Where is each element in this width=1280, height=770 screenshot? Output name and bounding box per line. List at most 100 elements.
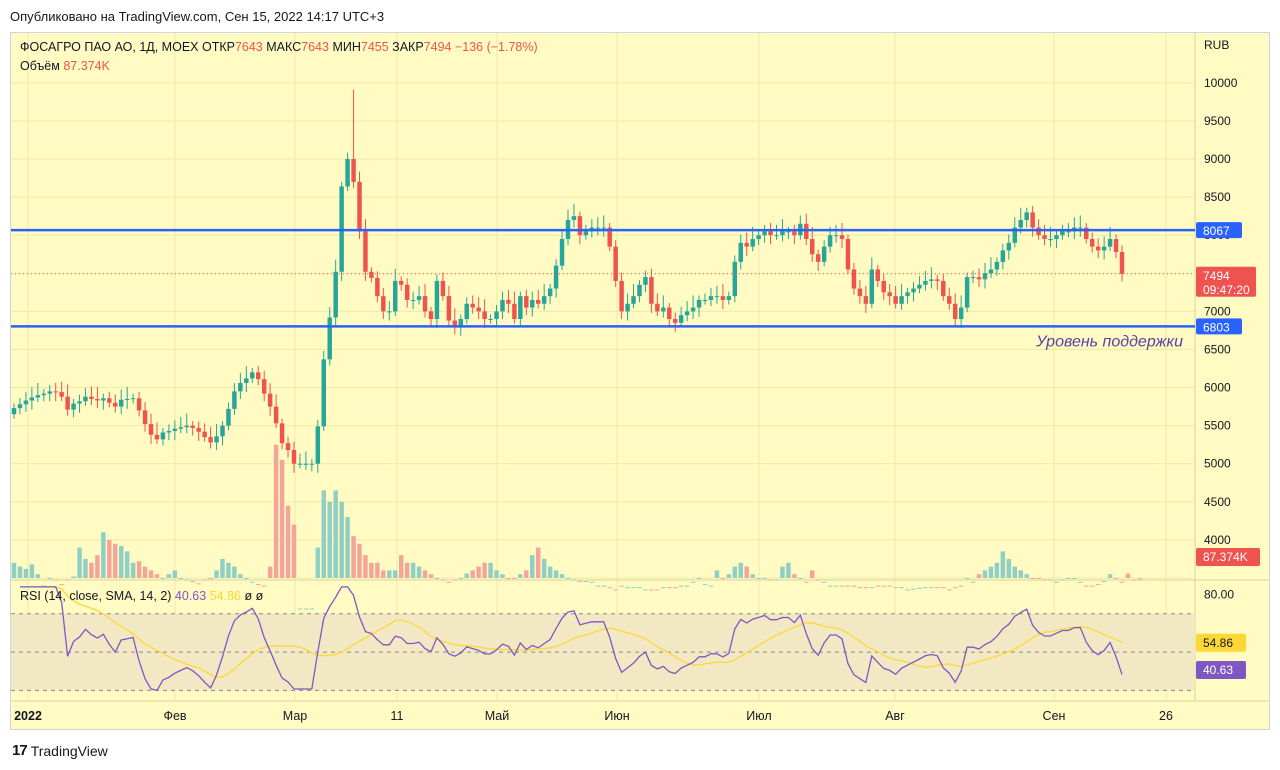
volume-bar [1119, 581, 1125, 583]
candle-body [184, 425, 189, 428]
candle-body [905, 292, 910, 297]
time-tick-label: Июл [746, 709, 771, 723]
candle-body [446, 296, 452, 321]
candle-body [524, 296, 529, 308]
volume-bar [827, 585, 833, 587]
volume-bar [267, 566, 273, 578]
volume-bar [547, 566, 553, 578]
candle-body [333, 271, 338, 318]
volume-bar [875, 585, 880, 587]
volume-legend-part: Объём [20, 59, 63, 73]
legend-part: 7494 [424, 40, 455, 54]
volume-bar [506, 578, 511, 579]
candle-body [714, 296, 720, 298]
volume-bar [768, 579, 773, 581]
volume-bar [256, 584, 261, 586]
volume-bar [1084, 585, 1089, 587]
volume-bar [59, 584, 64, 586]
volume-bar [702, 584, 708, 586]
volume-bar [851, 585, 857, 587]
candle-body [637, 284, 642, 297]
volume-bar [714, 570, 720, 578]
volume-bar [101, 532, 106, 578]
volume-bar [232, 566, 237, 578]
candle-body [821, 246, 827, 262]
volume-bar [535, 547, 541, 578]
volume-bar [393, 570, 398, 578]
volume-bar [994, 562, 1000, 578]
volume-bar [196, 583, 201, 585]
volume-bar [923, 587, 928, 589]
legend-part: −136 (−1.78%) [455, 40, 538, 54]
candle-body [899, 296, 904, 304]
volume-bar [982, 570, 988, 578]
candle-body [595, 227, 601, 229]
volume-bar [23, 568, 29, 578]
candle-body [613, 246, 618, 281]
candle-body [1113, 239, 1119, 252]
published-caption: Опубликовано на TradingView.com, Сен 15,… [10, 9, 385, 24]
volume-bar [244, 578, 249, 579]
candle-body [1089, 239, 1095, 247]
volume-bar [190, 581, 195, 583]
volume-bar [631, 587, 636, 589]
volume-bar [500, 574, 505, 578]
candle-body [11, 408, 17, 415]
candle-body [1036, 227, 1041, 236]
price-tick-label: 10000 [1204, 76, 1238, 90]
volume-bar [661, 587, 666, 589]
candle-body [434, 280, 440, 319]
candle-body [530, 299, 535, 308]
volume-bar [339, 501, 344, 578]
volume-bar [154, 574, 160, 578]
volume-bar [428, 574, 434, 578]
volume-bar [941, 587, 946, 589]
chart-legend: ФОСАГРО ПАО АО, 1Д, MOEX ОТКР7643 МАКС76… [20, 40, 538, 54]
price-tick-label: 8500 [1204, 190, 1231, 204]
volume-bar [821, 581, 827, 583]
volume-bar [786, 562, 791, 578]
volume-bar [1125, 573, 1131, 578]
volume-bar [815, 579, 821, 581]
candle-body [583, 231, 589, 236]
volume-bar [911, 588, 916, 590]
time-tick-label: 11 [391, 709, 404, 723]
volume-bar [601, 585, 606, 587]
candle-body [649, 277, 654, 304]
candle-body [214, 436, 219, 443]
volume-bar [1048, 579, 1053, 581]
volume-bar [964, 578, 970, 579]
volume-bar [41, 585, 47, 587]
rsi-badge-text: 40.63 [1203, 663, 1233, 677]
last-price-badge-text: 09:47:20 [1203, 283, 1250, 297]
candle-body [59, 392, 64, 397]
candle-body [1066, 231, 1071, 233]
candle-body [404, 284, 410, 300]
volume-bar [684, 585, 690, 587]
candle-body [321, 359, 326, 427]
volume-bar [178, 578, 184, 579]
volume-bar [291, 524, 297, 578]
volume-bar [857, 587, 863, 589]
volume-bar [887, 585, 892, 587]
footer: 17 TradingView [12, 742, 108, 759]
legend-part: ФОСАГРО ПАО АО, 1Д, MOEX [20, 40, 202, 54]
volume-bar [208, 578, 213, 579]
volume-bar [929, 587, 934, 589]
volume-bar [613, 589, 618, 591]
volume-bar [988, 566, 994, 578]
volume-bar [577, 581, 583, 583]
candle-body [744, 242, 749, 247]
candle-body [1012, 227, 1018, 243]
volume-legend-part: 87.374K [63, 59, 110, 73]
support-annotation: Уровень поддержки [1035, 333, 1183, 350]
candle-body [833, 235, 839, 237]
volume-bar [113, 543, 118, 578]
volume-bar [118, 546, 124, 578]
volume-bar [1060, 579, 1065, 581]
candle-body [273, 406, 279, 424]
time-tick-label: Мар [283, 709, 308, 723]
legend-part: 7455 [361, 40, 392, 54]
candle-body [440, 280, 446, 297]
